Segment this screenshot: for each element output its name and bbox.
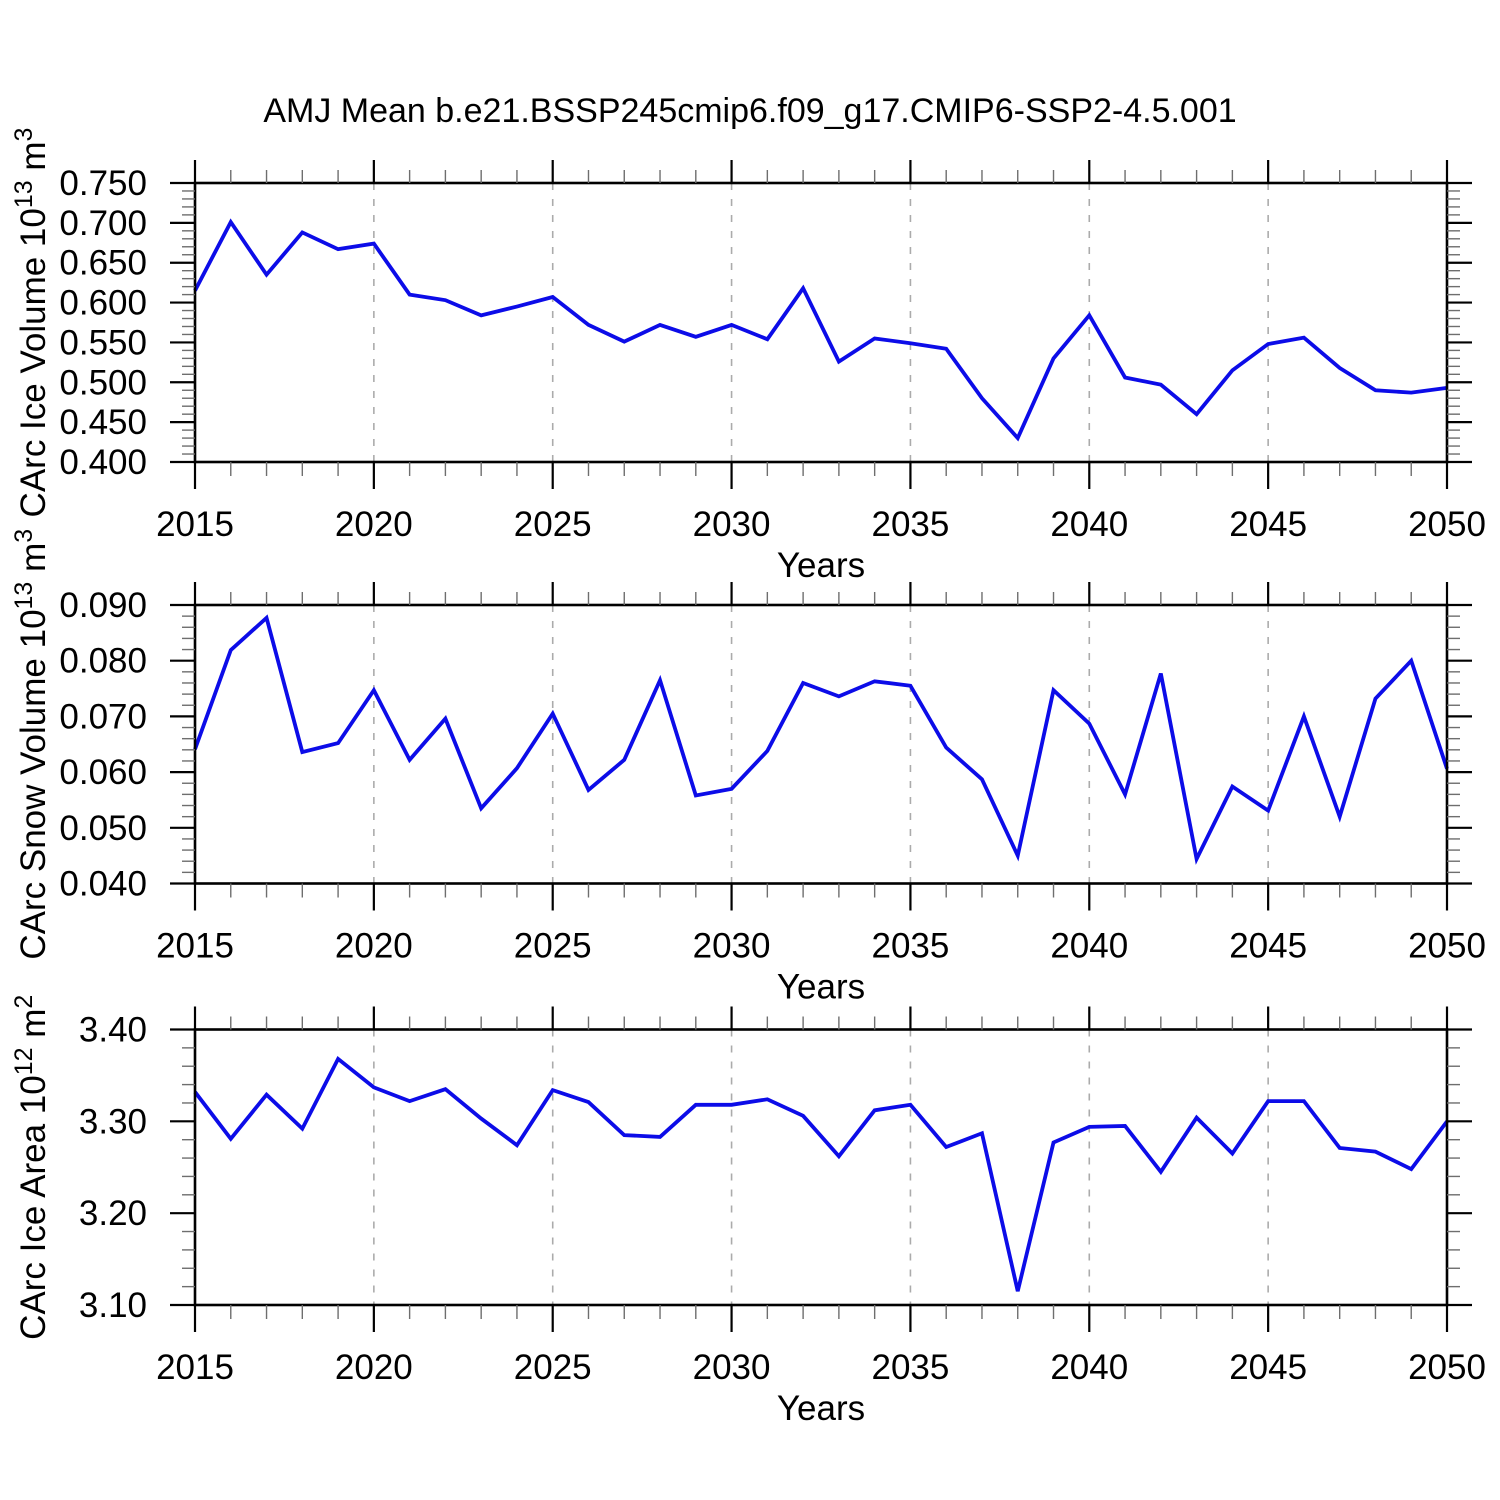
- x-tick-label: 2050: [1408, 927, 1486, 966]
- y-tick-label: 0.750: [59, 164, 147, 203]
- x-tick-label: 2030: [693, 927, 771, 966]
- x-axis-title: Years: [777, 1389, 865, 1428]
- y-tick-label: 3.10: [79, 1286, 147, 1325]
- plot-frame: [193, 603, 1449, 885]
- figure-title: AMJ Mean b.e21.BSSP245cmip6.f09_g17.CMIP…: [263, 92, 1236, 130]
- x-tick-label: 2015: [156, 505, 234, 544]
- y-axis-title: CArc Snow Volume 1013 m3: [10, 529, 53, 960]
- y-tick-label: 0.090: [59, 586, 147, 625]
- x-tick-label: 2050: [1408, 505, 1486, 544]
- x-tick-label: 2020: [335, 505, 413, 544]
- y-tick-label: 0.450: [59, 403, 147, 442]
- x-tick-label: 2035: [871, 505, 949, 544]
- x-tick-label: 2015: [156, 927, 234, 966]
- x-tick-label: 2025: [514, 1348, 592, 1387]
- y-axis-title: CArc Ice Area 1012 m2: [10, 995, 53, 1340]
- x-tick-label: 2035: [871, 1348, 949, 1387]
- data-line-ice-area: [193, 1055, 1449, 1292]
- panel-ice-volume: 0.4000.4500.5000.5500.6000.6500.7000.750…: [10, 128, 1486, 585]
- x-axis-title: Years: [777, 546, 865, 585]
- x-tick-label: 2040: [1050, 505, 1128, 544]
- panel-ice-area: 3.10 3.20 3.30 3.40 2015 2020 2025 2030 2035 2040…: [10, 995, 1486, 1428]
- y-tick-label: 0.050: [59, 809, 147, 848]
- data-line-ice-volume: [193, 218, 1448, 442]
- x-tick-label: 2020: [335, 1348, 413, 1387]
- x-tick-label: 2020: [335, 927, 413, 966]
- x-tick-label: 2040: [1050, 927, 1128, 966]
- y-tick-label: 0.700: [59, 204, 147, 243]
- y-tick-label: 0.400: [59, 443, 147, 482]
- x-axis-title: Years: [777, 968, 865, 1007]
- chart-panels: 0.4000.4500.5000.5500.6000.6500.7000.750…: [10, 128, 1486, 1428]
- y-tick-label: 0.550: [59, 323, 147, 362]
- y-tick-label: 0.500: [59, 363, 147, 402]
- panel-snow-volume: 0.040 0.050 0.060 0.070 0.080 0.090 2015 2020 20…: [10, 529, 1486, 1007]
- x-tick-label: 2045: [1229, 1348, 1307, 1387]
- y-tick-label: 0.650: [59, 244, 147, 283]
- x-tick-label: 2045: [1229, 927, 1307, 966]
- x-tick-label: 2045: [1229, 505, 1307, 544]
- y-tick-label: 0.040: [59, 865, 147, 904]
- x-tick-label: 2035: [871, 927, 949, 966]
- y-tick-label: 3.30: [79, 1102, 147, 1141]
- x-tick-label: 2025: [514, 505, 592, 544]
- plot-frame: [193, 181, 1449, 464]
- x-tick-label: 2030: [693, 1348, 771, 1387]
- x-tick-label: 2025: [514, 927, 592, 966]
- y-tick-label: 0.600: [59, 284, 147, 323]
- y-tick-label: 3.20: [79, 1194, 147, 1233]
- plot-frame: [193, 1028, 1449, 1307]
- y-tick-label: 0.080: [59, 642, 147, 681]
- x-tick-label: 2040: [1050, 1348, 1128, 1387]
- data-line-snow-volume: [193, 614, 1449, 865]
- y-axis-title: CArc Ice Volume 1013 m3: [10, 128, 53, 518]
- x-tick-label: 2015: [156, 1348, 234, 1387]
- x-tick-label: 2050: [1408, 1348, 1486, 1387]
- x-tick-label: 2030: [693, 505, 771, 544]
- y-tick-label: 0.070: [59, 697, 147, 736]
- y-tick-label: 3.40: [79, 1011, 147, 1050]
- y-tick-label: 0.060: [59, 753, 147, 792]
